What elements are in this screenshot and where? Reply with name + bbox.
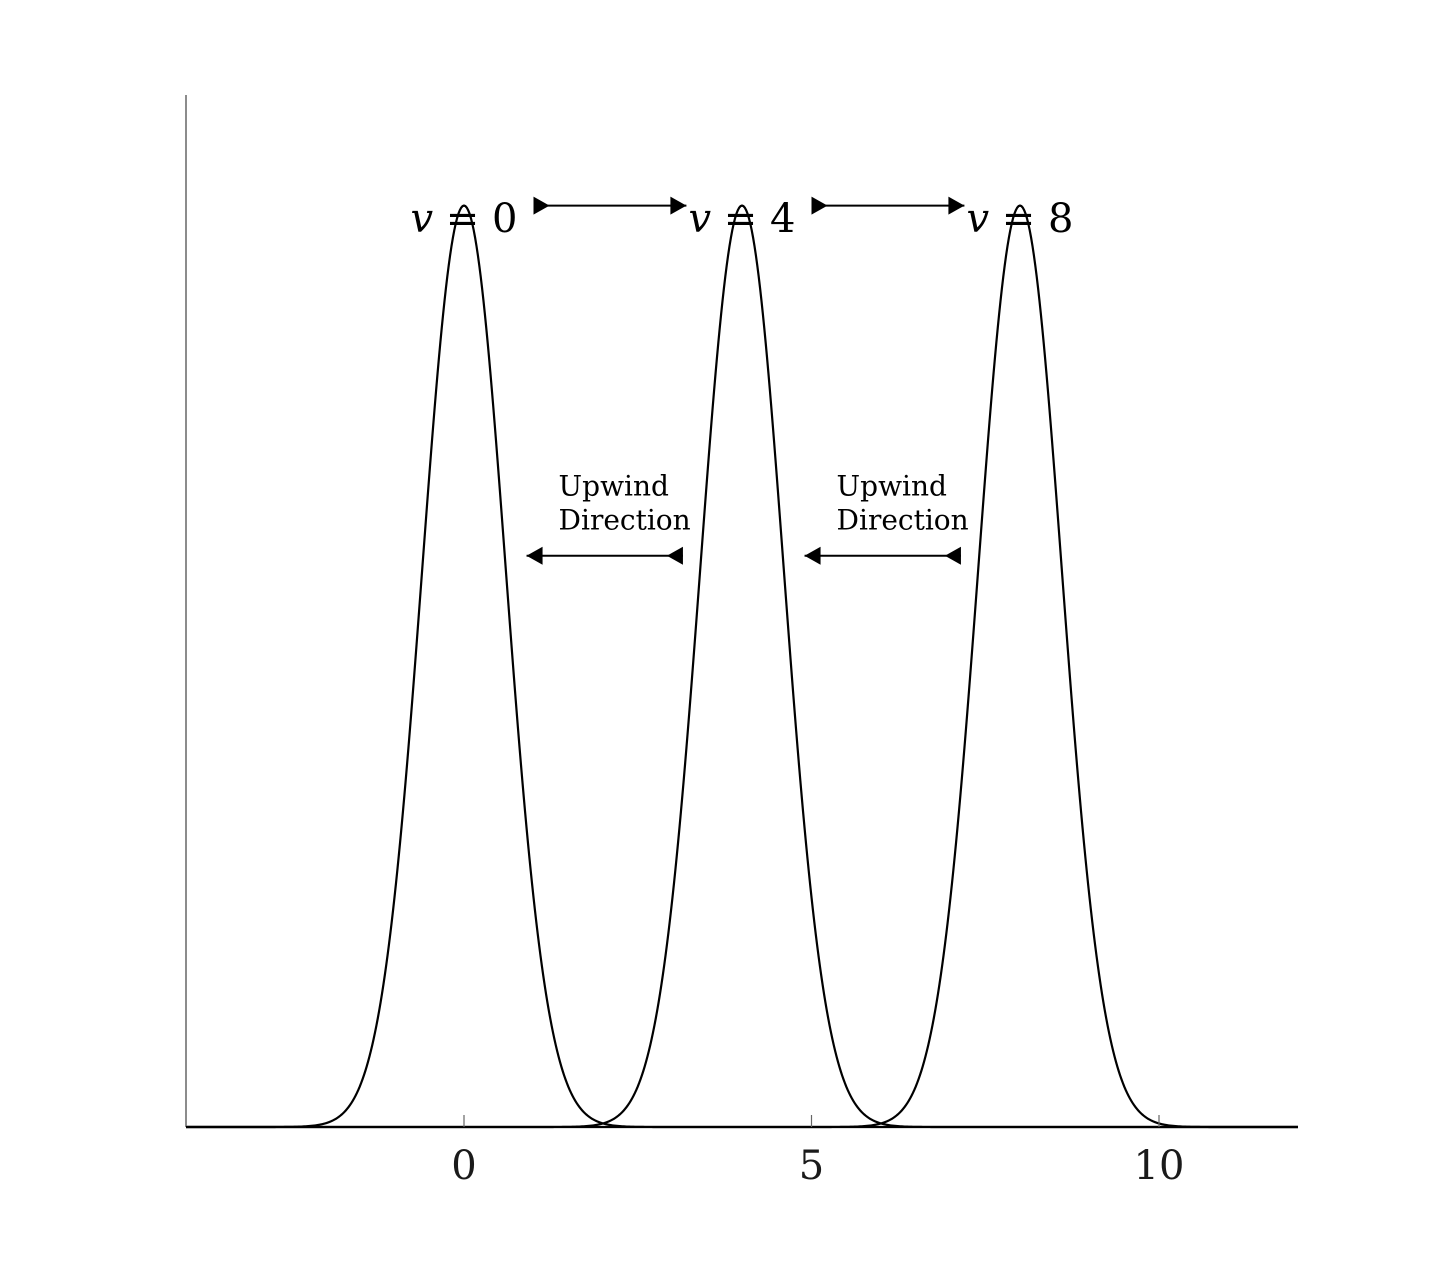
series-1-curve	[186, 204, 1298, 1129]
curves-layer	[186, 204, 1298, 1129]
motion-arrow	[533, 196, 687, 215]
motion-arrow-head	[948, 196, 965, 215]
x-tick-label: 10	[1134, 1143, 1185, 1189]
series-2-curve	[186, 204, 1298, 1129]
motion-arrow-tail-head	[811, 196, 828, 215]
series-0-curve	[186, 204, 1298, 1129]
upwind-label-line2: Direction	[837, 504, 969, 537]
upwind-arrow-tail-head	[666, 546, 683, 565]
upwind-label-line2: Direction	[559, 504, 691, 537]
upwind-label-line1: Upwind	[837, 470, 947, 503]
peak-label: v = 8	[966, 196, 1073, 242]
x-ticks: 0 5 10	[451, 1115, 1184, 1189]
x-tick-label: 5	[799, 1143, 824, 1189]
axes-layer	[185, 95, 1298, 1128]
motion-arrow	[811, 196, 965, 215]
upwind-arrow-tail-head	[944, 546, 961, 565]
peak-label: v = 0	[410, 196, 517, 242]
motion-arrow-tail-head	[533, 196, 550, 215]
motion-arrow-head	[670, 196, 687, 215]
peak-labels: v = 0 v = 4 v = 8	[410, 196, 1073, 242]
peak-label: v = 4	[688, 196, 795, 242]
upwind-arrow-head	[526, 546, 543, 565]
upwind-label-line1: Upwind	[559, 470, 669, 503]
x-tick-label: 0	[451, 1143, 476, 1189]
upwind-arrow-head	[804, 546, 821, 565]
